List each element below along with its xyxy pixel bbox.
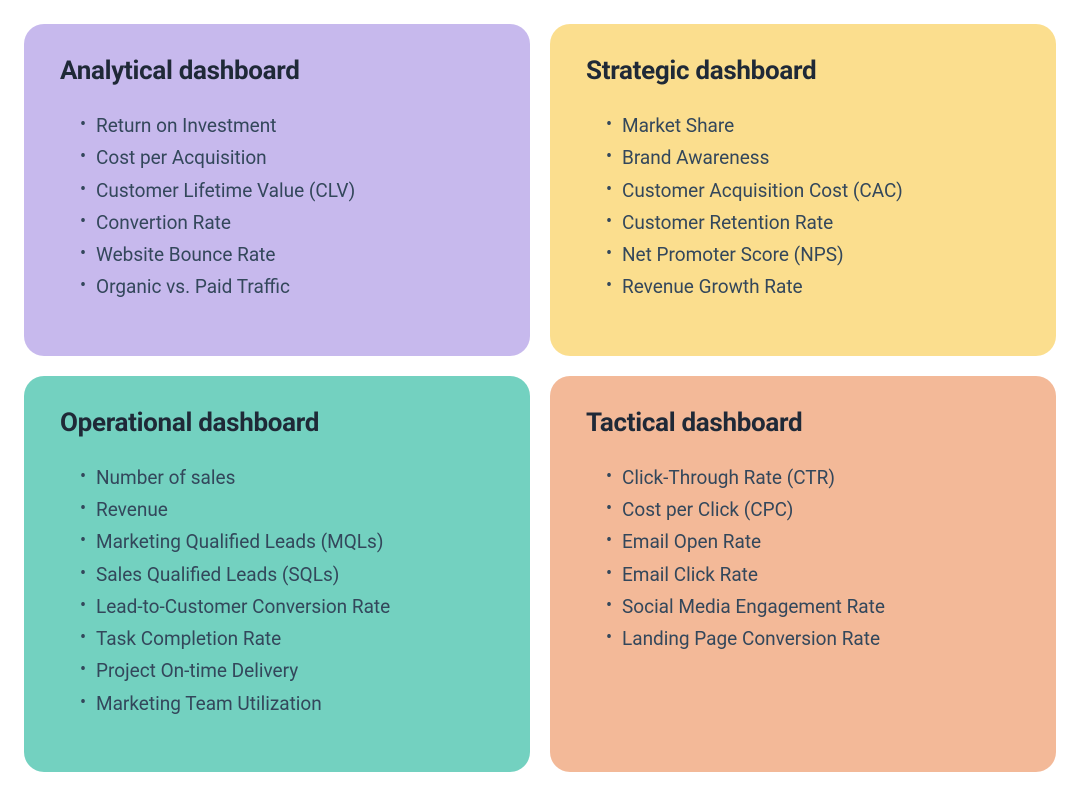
list-item: Organic vs. Paid Traffic [80,271,494,303]
list-item: Cost per Acquisition [80,142,494,174]
card-list-operational: Number of salesRevenueMarketing Qualifie… [60,462,494,720]
card-strategic: Strategic dashboard Market ShareBrand Aw… [550,24,1056,356]
list-item: Task Completion Rate [80,623,494,655]
list-item: Return on Investment [80,110,494,142]
list-item: Net Promoter Score (NPS) [606,239,1020,271]
dashboard-types-grid: Analytical dashboard Return on Investmen… [24,24,1056,772]
list-item: Email Open Rate [606,526,1020,558]
list-item: Cost per Click (CPC) [606,494,1020,526]
list-item: Click-Through Rate (CTR) [606,462,1020,494]
list-item: Customer Retention Rate [606,207,1020,239]
list-item: Brand Awareness [606,142,1020,174]
list-item: Revenue Growth Rate [606,271,1020,303]
card-list-strategic: Market ShareBrand AwarenessCustomer Acqu… [586,110,1020,304]
list-item: Customer Acquisition Cost (CAC) [606,175,1020,207]
list-item: Lead-to-Customer Conversion Rate [80,591,494,623]
list-item: Revenue [80,494,494,526]
card-analytical: Analytical dashboard Return on Investmen… [24,24,530,356]
card-list-analytical: Return on InvestmentCost per Acquisition… [60,110,494,304]
card-title-operational: Operational dashboard [60,408,494,438]
list-item: Project On-time Delivery [80,655,494,687]
list-item: Number of sales [80,462,494,494]
list-item: Sales Qualified Leads (SQLs) [80,559,494,591]
card-title-tactical: Tactical dashboard [586,408,1020,438]
card-title-strategic: Strategic dashboard [586,56,1020,86]
list-item: Marketing Qualified Leads (MQLs) [80,526,494,558]
list-item: Landing Page Conversion Rate [606,623,1020,655]
card-tactical: Tactical dashboard Click-Through Rate (C… [550,376,1056,772]
list-item: Website Bounce Rate [80,239,494,271]
list-item: Convertion Rate [80,207,494,239]
card-list-tactical: Click-Through Rate (CTR)Cost per Click (… [586,462,1020,656]
card-operational: Operational dashboard Number of salesRev… [24,376,530,772]
list-item: Marketing Team Utilization [80,688,494,720]
card-title-analytical: Analytical dashboard [60,56,494,86]
list-item: Customer Lifetime Value (CLV) [80,175,494,207]
list-item: Social Media Engagement Rate [606,591,1020,623]
list-item: Market Share [606,110,1020,142]
list-item: Email Click Rate [606,559,1020,591]
